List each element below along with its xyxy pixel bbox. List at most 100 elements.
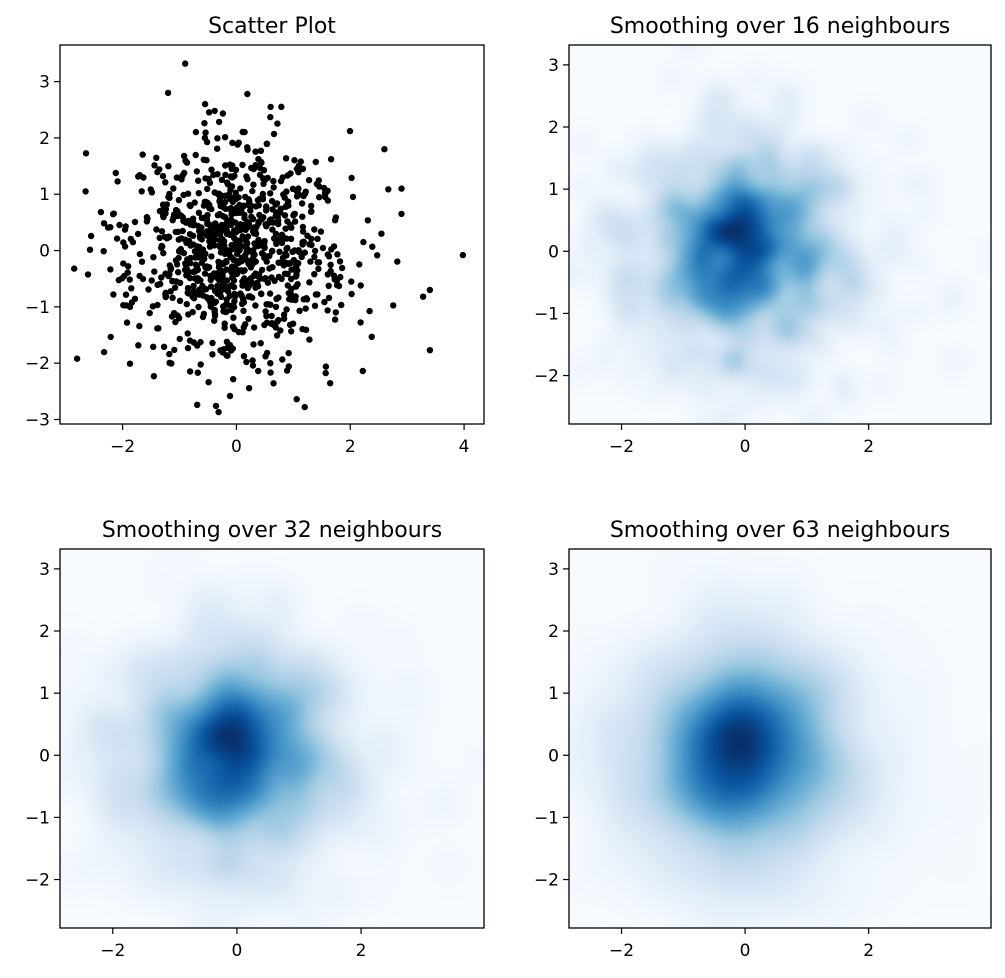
scatter-point	[154, 168, 161, 176]
scatter-point	[266, 290, 274, 297]
scatter-point	[138, 188, 145, 195]
scatter-point	[196, 234, 204, 242]
scatter-point	[190, 339, 197, 346]
scatter-point	[160, 343, 168, 350]
scatter-point	[263, 258, 270, 265]
scatter-point	[191, 199, 198, 206]
scatter-point	[269, 226, 276, 233]
scatter-point	[237, 267, 245, 274]
scatter-point	[324, 307, 331, 314]
scatter-point	[126, 276, 133, 283]
scatter-point	[223, 230, 231, 238]
scatter-point	[170, 185, 177, 192]
scatter-point	[221, 324, 228, 331]
scatter-point	[214, 135, 221, 142]
y-tick-label: 0	[39, 746, 50, 766]
scatter-point	[290, 212, 297, 219]
scatter-point	[234, 226, 242, 234]
scatter-point	[240, 353, 248, 360]
scatter-point	[253, 279, 261, 287]
scatter-point	[299, 325, 306, 333]
scatter-point	[219, 236, 226, 243]
scatter-point	[306, 279, 313, 286]
scatter-point	[346, 127, 354, 135]
scatter-point	[263, 223, 270, 230]
scatter-point	[278, 275, 285, 282]
scatter-point	[356, 261, 363, 268]
scatter-point	[295, 247, 302, 254]
scatter-point	[184, 190, 192, 197]
scatter-point	[207, 301, 214, 308]
scatter-point	[298, 253, 305, 261]
scatter-point	[307, 258, 314, 265]
scatter-point	[315, 259, 323, 266]
scatter-point	[237, 242, 244, 249]
scatter-point	[82, 150, 90, 157]
y-tick-label: −1	[25, 808, 50, 828]
scatter-point	[338, 301, 345, 309]
scatter-point	[198, 214, 205, 222]
scatter-point	[264, 174, 271, 182]
scatter-point	[87, 232, 95, 240]
scatter-point	[280, 262, 288, 269]
scatter-point	[175, 211, 182, 218]
scatter-point	[282, 225, 289, 232]
scatter-point	[220, 346, 227, 353]
scatter-point	[292, 293, 299, 300]
scatter-point	[205, 109, 213, 116]
scatter-point	[209, 339, 216, 347]
scatter-point	[250, 324, 258, 331]
scatter-point	[312, 158, 319, 166]
scatter-point	[269, 247, 276, 254]
scatter-point	[280, 315, 288, 322]
scatter-point	[149, 303, 157, 310]
scatter-point	[273, 332, 281, 339]
scatter-point	[302, 305, 309, 312]
scatter-point	[279, 232, 286, 239]
scatter-point	[245, 258, 252, 266]
scatter-point	[242, 193, 249, 201]
scatter-point	[322, 363, 330, 370]
scatter-point	[262, 275, 269, 282]
scatter-point	[231, 297, 238, 305]
scatter-point	[212, 298, 219, 305]
scatter-point	[211, 317, 218, 324]
scatter-point	[258, 290, 265, 298]
scatter-point	[426, 347, 434, 354]
scatter-point	[237, 258, 244, 265]
scatter-point	[336, 258, 344, 265]
scatter-point	[314, 291, 321, 298]
scatter-point	[150, 373, 158, 380]
scatter-point	[135, 173, 142, 180]
scatter-point	[162, 293, 170, 300]
scatter-point	[170, 309, 178, 317]
scatter-point	[223, 296, 230, 303]
y-tick-label: −1	[534, 304, 559, 324]
scatter-point	[257, 340, 264, 347]
scatter-point	[398, 185, 405, 192]
scatter-point	[249, 215, 257, 223]
scatter-point	[166, 350, 173, 358]
scatter-point	[114, 178, 121, 185]
scatter-point	[275, 220, 282, 228]
scatter-point	[237, 290, 244, 297]
scatter-point	[252, 230, 260, 237]
scatter-point	[216, 259, 224, 267]
scatter-point	[307, 208, 315, 215]
scatter-point	[313, 180, 321, 188]
scatter-point	[240, 307, 247, 314]
scatter-point	[206, 204, 213, 212]
scatter-point	[175, 248, 183, 255]
scatter-point	[230, 376, 237, 383]
scatter-point	[245, 247, 253, 254]
scatter-point	[107, 266, 114, 273]
scatter-point	[237, 185, 244, 192]
scatter-point	[100, 248, 107, 255]
scatter-point	[291, 218, 299, 225]
scatter-point	[398, 210, 405, 218]
scatter-point	[227, 204, 235, 212]
scatter-point	[270, 380, 277, 387]
scatter-point	[158, 274, 165, 281]
scatter-point	[148, 189, 156, 196]
scatter-point	[174, 269, 182, 276]
